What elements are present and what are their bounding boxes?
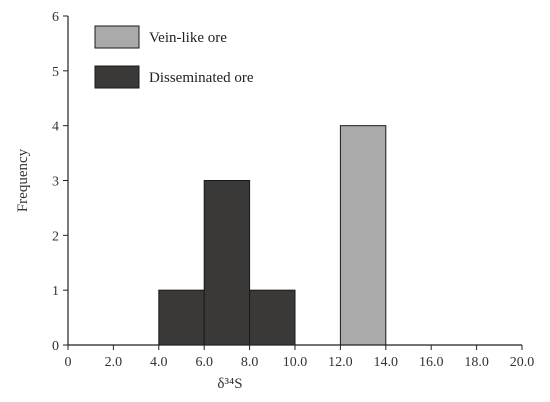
x-tick-label: 10.0 (283, 355, 308, 370)
legend-label-disseminated-ore: Disseminated ore (149, 70, 254, 86)
legend: Vein-like ore Disseminated ore (94, 25, 254, 89)
bar-vein-like-ore-12-14 (339, 125, 387, 346)
x-tick-label: 16.0 (419, 355, 444, 370)
plot-area: 0 1 2 3 4 5 6 0 2.0 4.0 6.0 8.0 10.0 12.0 14.0 16.0 18.… (15, 10, 534, 392)
x-tick-label: 14.0 (374, 355, 399, 370)
bar-disseminated-ore-8-10 (249, 289, 296, 346)
x-tick-label: 0 (65, 355, 72, 370)
x-tick-label: 8.0 (241, 355, 259, 370)
axes-group: 0 1 2 3 4 5 6 0 2.0 4.0 6.0 8.0 10.0 12.0 14.0 16.0 18.… (52, 10, 534, 370)
bar-disseminated-ore-4-6 (158, 289, 205, 346)
y-tick-label: 0 (52, 339, 59, 354)
y-tick-label: 1 (52, 284, 59, 299)
y-tick-label: 4 (52, 120, 59, 135)
x-tick-label: 4.0 (150, 355, 168, 370)
legend-swatch-vein-like-ore (94, 25, 140, 49)
x-axis-ticks: 0 2.0 4.0 6.0 8.0 10.0 12.0 14.0 16.0 18.0 20.0 (65, 345, 535, 370)
x-tick-label: 2.0 (105, 355, 123, 370)
y-tick-label: 3 (52, 175, 59, 190)
y-tick-label: 5 (52, 65, 59, 80)
x-tick-label: 18.0 (464, 355, 489, 370)
x-tick-label: 20.0 (510, 355, 535, 370)
y-tick-label: 2 (52, 229, 59, 244)
x-tick-label: 6.0 (195, 355, 213, 370)
y-axis-title: Frequency (15, 148, 31, 212)
x-tick-label: 12.0 (328, 355, 353, 370)
x-axis-title: δ³⁴S (217, 376, 242, 392)
legend-swatch-disseminated-ore (94, 65, 140, 89)
bars-group (158, 125, 387, 346)
legend-label-vein-like-ore: Vein-like ore (149, 30, 227, 46)
y-axis-ticks: 0 1 2 3 4 5 6 (52, 10, 68, 354)
y-tick-label: 6 (52, 10, 59, 25)
bar-disseminated-ore-6-8 (203, 180, 251, 346)
